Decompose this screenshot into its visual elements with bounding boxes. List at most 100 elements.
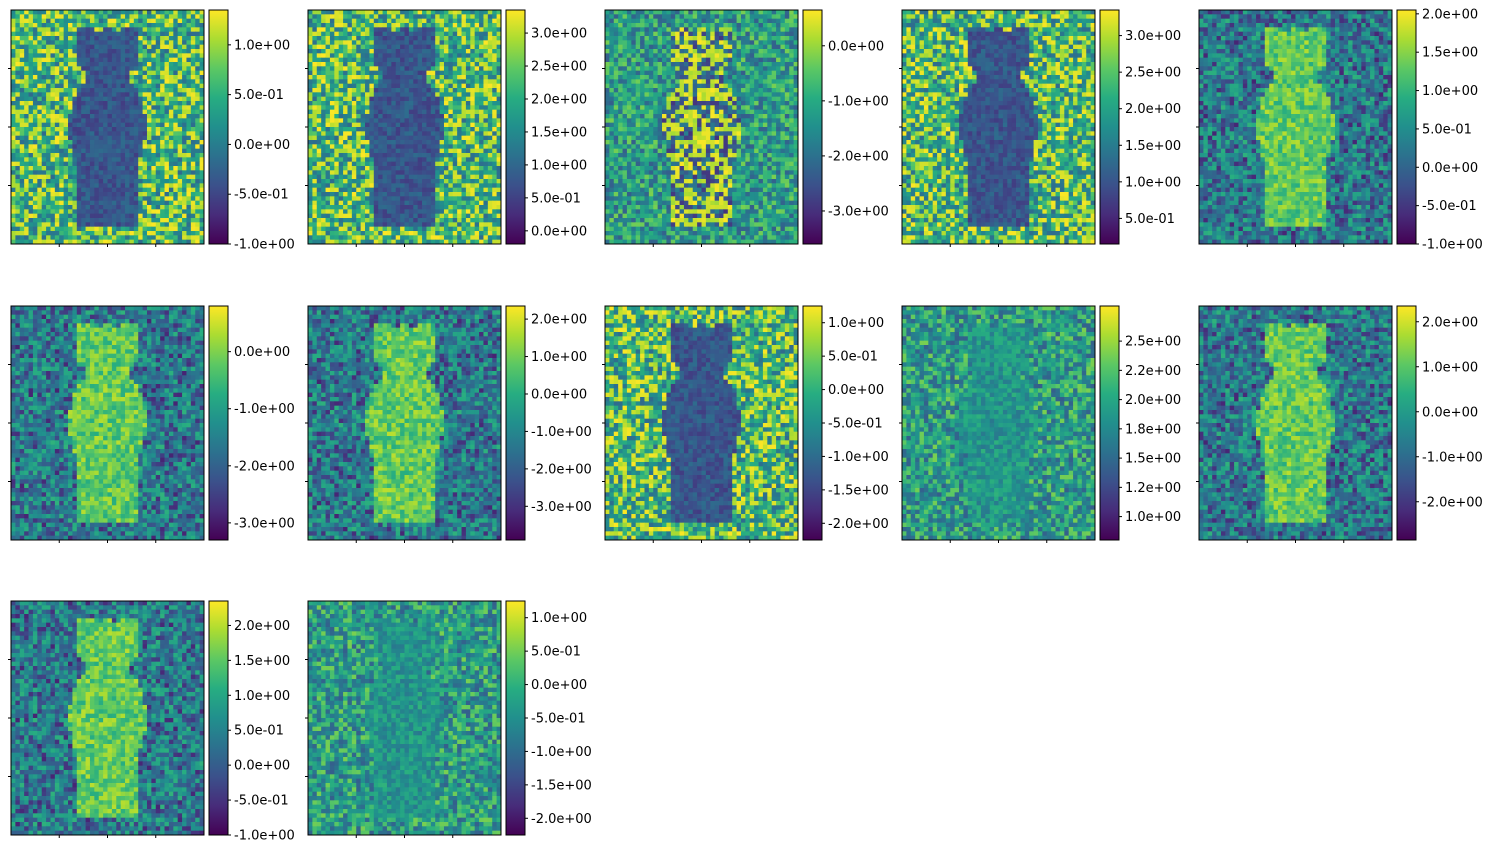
- heatmap-cell: [77, 205, 82, 210]
- heatmap-cell: [365, 153, 370, 158]
- heatmap-cell: [422, 92, 427, 97]
- heatmap-cell: [347, 84, 352, 89]
- heatmap-cell: [352, 214, 357, 219]
- heatmap-cell: [129, 227, 134, 232]
- heatmap-cell: [11, 170, 16, 175]
- heatmap-cell: [440, 53, 445, 58]
- heatmap-cell: [29, 127, 34, 132]
- heatmap-cell: [151, 205, 156, 210]
- heatmap-cell: [356, 79, 361, 84]
- heatmap-cell: [68, 40, 73, 45]
- heatmap-cell: [405, 140, 410, 145]
- heatmap-cell: [81, 131, 86, 136]
- heatmap-cell: [343, 114, 348, 119]
- heatmap-cell: [378, 201, 383, 206]
- heatmap-cell: [24, 209, 29, 214]
- heatmap-cell: [108, 58, 113, 63]
- heatmap-cell: [94, 179, 99, 184]
- heatmap-cell: [46, 123, 51, 128]
- heatmap-cell: [440, 214, 445, 219]
- heatmap-cell: [365, 179, 370, 184]
- heatmap-cell: [400, 58, 405, 63]
- heatmap-cell: [86, 188, 91, 193]
- heatmap-cell: [365, 40, 370, 45]
- heatmap-cell: [169, 88, 174, 93]
- heatmap-cell: [182, 205, 187, 210]
- heatmap-cell: [42, 36, 47, 41]
- heatmap-cell: [431, 45, 436, 50]
- heatmap-cell: [479, 183, 484, 188]
- heatmap-cell: [195, 10, 200, 15]
- heatmap-cell: [165, 97, 170, 102]
- heatmap-cell: [479, 19, 484, 24]
- heatmap-cell: [121, 10, 126, 15]
- heatmap-cell: [20, 40, 25, 45]
- heatmap-cell: [186, 188, 191, 193]
- heatmap-cell: [418, 192, 423, 197]
- heatmap-cell: [383, 140, 388, 145]
- heatmap-cell: [435, 88, 440, 93]
- heatmap-cell: [391, 10, 396, 15]
- heatmap-cell: [86, 162, 91, 167]
- heatmap-cell: [103, 101, 108, 106]
- heatmap-cell: [151, 49, 156, 54]
- heatmap-cell: [86, 153, 91, 158]
- heatmap-cell: [483, 140, 488, 145]
- heatmap-cell: [46, 170, 51, 175]
- heatmap-cell: [103, 227, 108, 232]
- heatmap-cell: [77, 23, 82, 28]
- heatmap-cell: [116, 140, 121, 145]
- heatmap-cell: [488, 118, 493, 123]
- heatmap-cell: [68, 140, 73, 145]
- heatmap-cell: [369, 19, 374, 24]
- heatmap-cell: [81, 110, 86, 115]
- heatmap-cell: [387, 49, 392, 54]
- heatmap-cell: [147, 214, 152, 219]
- heatmap-cell: [173, 157, 178, 162]
- heatmap-cell: [431, 179, 436, 184]
- heatmap-cell: [143, 66, 148, 71]
- heatmap-cell: [59, 23, 64, 28]
- heatmap-cell: [72, 84, 77, 89]
- heatmap-cell: [462, 32, 467, 37]
- heatmap-cell: [444, 105, 449, 110]
- heatmap-cell: [470, 235, 475, 240]
- heatmap-cell: [108, 62, 113, 67]
- heatmap-cell: [369, 53, 374, 58]
- heatmap-cell: [151, 183, 156, 188]
- heatmap-cell: [374, 227, 379, 232]
- heatmap-cell: [68, 153, 73, 158]
- heatmap-cell: [326, 227, 331, 232]
- heatmap-cell: [466, 32, 471, 37]
- heatmap-cell: [68, 84, 73, 89]
- heatmap-cell: [321, 49, 326, 54]
- heatmap-cell: [182, 162, 187, 167]
- heatmap-cell: [453, 153, 458, 158]
- heatmap-cell: [413, 201, 418, 206]
- heatmap-cell: [160, 101, 165, 106]
- heatmap-cell: [37, 40, 42, 45]
- heatmap-cell: [11, 205, 16, 210]
- heatmap-cell: [68, 136, 73, 141]
- heatmap-cell: [383, 101, 388, 106]
- heatmap-cell: [121, 88, 126, 93]
- heatmap-cell: [409, 32, 414, 37]
- heatmap-cell: [492, 235, 497, 240]
- heatmap-cell: [11, 123, 16, 128]
- heatmap-cell: [11, 97, 16, 102]
- heatmap-cell: [413, 66, 418, 71]
- heatmap-cell: [46, 227, 51, 232]
- heatmap-cell: [121, 110, 126, 115]
- heatmap-cell: [195, 175, 200, 180]
- heatmap-cell: [334, 79, 339, 84]
- heatmap-cell: [173, 66, 178, 71]
- heatmap-cell: [444, 222, 449, 227]
- heatmap-cell: [186, 49, 191, 54]
- heatmap-cell: [86, 71, 91, 76]
- heatmap-cell: [191, 49, 196, 54]
- heatmap-cell: [339, 227, 344, 232]
- heatmap-cell: [326, 14, 331, 19]
- heatmap-cell: [383, 27, 388, 32]
- heatmap-cell: [33, 153, 38, 158]
- heatmap-cell: [116, 62, 121, 67]
